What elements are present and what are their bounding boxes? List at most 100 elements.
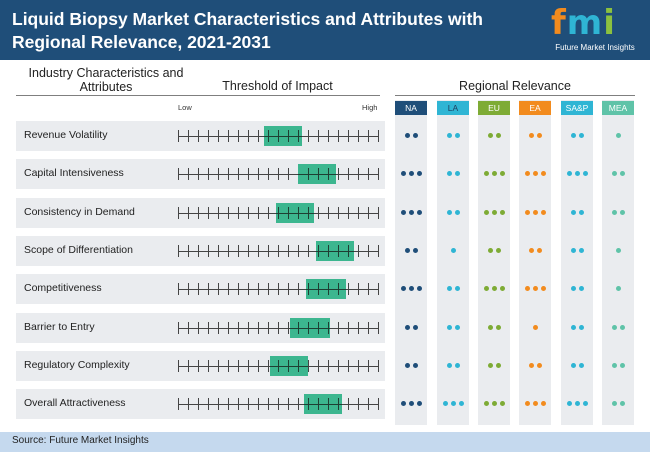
region-header: EA (519, 101, 551, 115)
relevance-dot (582, 401, 588, 406)
impact-bar-axis (316, 251, 354, 252)
impact-tick (258, 207, 259, 219)
region-column (437, 100, 469, 425)
impact-tick (188, 322, 189, 334)
impact-tick (188, 207, 189, 219)
impact-tick (358, 168, 359, 180)
relevance-dot (570, 248, 576, 253)
relevance-dot (412, 248, 418, 253)
impact-tick (268, 360, 269, 372)
relevance-dots (519, 208, 551, 218)
relevance-dots (437, 323, 469, 333)
impact-tick (238, 398, 239, 410)
impact-tick (188, 360, 189, 372)
relevance-dot (416, 401, 422, 406)
impact-tick (318, 130, 319, 142)
impact-tick (228, 130, 229, 142)
impact-tick (288, 322, 289, 334)
impact-tick (198, 168, 199, 180)
characteristic-row: Overall Attractiveness (16, 389, 385, 419)
relevance-dot (487, 133, 493, 138)
relevance-dots (478, 208, 510, 218)
relevance-dot (483, 286, 489, 291)
relevance-dot (412, 363, 418, 368)
relevance-dot (574, 171, 580, 176)
impact-tick (208, 398, 209, 410)
impact-tick (258, 283, 259, 295)
impact-tick (188, 245, 189, 257)
relevance-dots (437, 169, 469, 179)
relevance-dots (395, 323, 427, 333)
relevance-dot (416, 210, 422, 215)
impact-range-bar (264, 126, 302, 146)
relevance-dots (561, 284, 593, 294)
impact-tick (228, 322, 229, 334)
relevance-dot (408, 210, 414, 215)
impact-tick (178, 207, 179, 219)
relevance-dots (478, 399, 510, 409)
relevance-dot (499, 171, 505, 176)
impact-tick (288, 245, 289, 257)
impact-tick (218, 245, 219, 257)
relevance-dots (478, 284, 510, 294)
impact-tick (208, 283, 209, 295)
impact-tick (268, 207, 269, 219)
impact-tick (258, 398, 259, 410)
impact-tick (248, 360, 249, 372)
impact-range-bar (306, 279, 346, 299)
regional-header-rule (395, 95, 635, 96)
relevance-dots (478, 361, 510, 371)
relevance-dots (478, 323, 510, 333)
source-note: Source: Future Market Insights (12, 435, 149, 446)
relevance-dot (487, 248, 493, 253)
relevance-dots (561, 246, 593, 256)
impact-range-bar (298, 164, 336, 184)
relevance-dots (519, 361, 551, 371)
header-banner: Liquid Biopsy Market Characteristics and… (0, 0, 650, 60)
impact-bar-axis (290, 328, 330, 329)
impact-tick (378, 398, 379, 410)
impact-tick (218, 398, 219, 410)
relevance-dot (611, 325, 617, 330)
impact-bar-tick (338, 245, 339, 257)
impact-tick (298, 398, 299, 410)
relevance-dot (483, 210, 489, 215)
impact-bar-tick (328, 245, 329, 257)
impact-tick (368, 398, 369, 410)
characteristic-label: Consistency in Demand (24, 206, 135, 218)
relevance-dot (570, 210, 576, 215)
relevance-dots (561, 399, 593, 409)
relevance-dot (570, 325, 576, 330)
relevance-dots (395, 169, 427, 179)
relevance-dot (540, 401, 546, 406)
relevance-dots (437, 399, 469, 409)
relevance-dot (491, 401, 497, 406)
relevance-dot (454, 133, 460, 138)
impact-tick (178, 398, 179, 410)
relevance-dot (495, 363, 501, 368)
relevance-dot (611, 210, 617, 215)
relevance-dot (416, 286, 422, 291)
impact-tick (268, 168, 269, 180)
impact-tick (258, 245, 259, 257)
impact-tick (288, 398, 289, 410)
impact-tick (198, 130, 199, 142)
relevance-dot (495, 248, 501, 253)
characteristic-label: Scope of Differentiation (24, 244, 133, 256)
logo-letter-i: i (603, 3, 616, 43)
impact-tick (348, 322, 349, 334)
impact-tick (238, 207, 239, 219)
logo-subtitle: Future Market Insights (555, 43, 635, 52)
relevance-dots (519, 284, 551, 294)
impact-tick (178, 130, 179, 142)
impact-tick (188, 130, 189, 142)
impact-bar-tick (308, 398, 309, 410)
relevance-dot (416, 171, 422, 176)
relevance-dot (582, 171, 588, 176)
impact-tick (228, 207, 229, 219)
impact-tick (188, 283, 189, 295)
impact-bar-tick (308, 168, 309, 180)
relevance-dots (561, 208, 593, 218)
relevance-dots (478, 131, 510, 141)
characteristic-label: Overall Attractiveness (24, 397, 126, 409)
